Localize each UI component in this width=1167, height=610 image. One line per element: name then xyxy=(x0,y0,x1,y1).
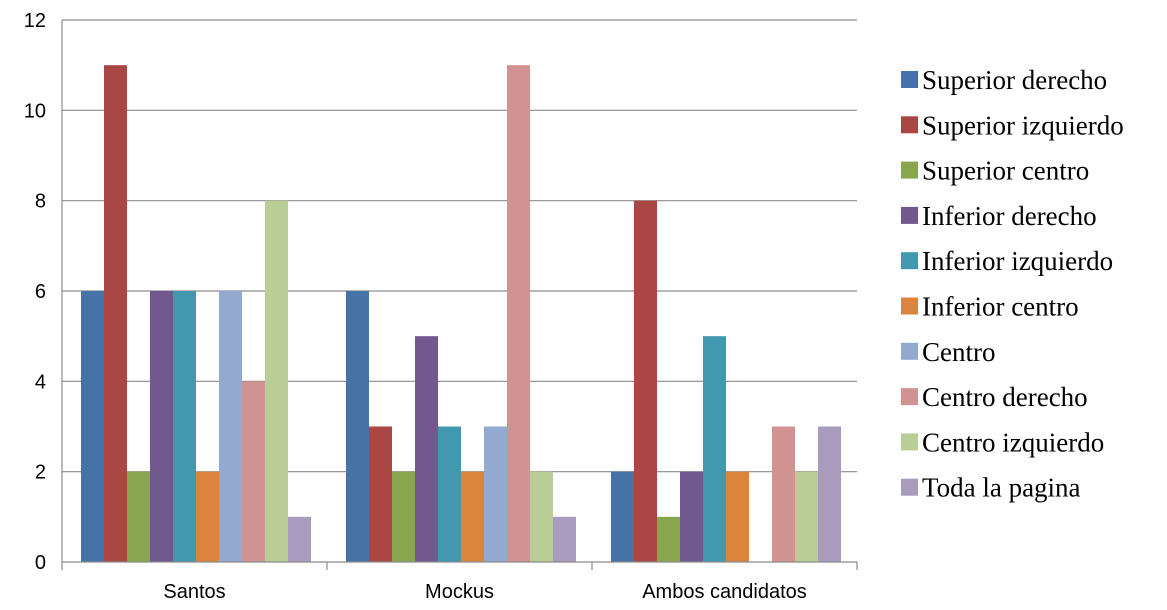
legend-swatch xyxy=(901,206,918,224)
bar xyxy=(150,291,173,562)
legend: Superior derecho Superior izquierdo Superi… xyxy=(901,65,1124,503)
legend-label: Inferior izquierdo xyxy=(922,246,1113,276)
bar xyxy=(265,200,288,562)
x-category-label: Ambos candidatos xyxy=(642,581,807,603)
legend-swatch xyxy=(901,342,918,360)
bar xyxy=(634,200,657,562)
y-tick-label: 12 xyxy=(24,10,46,32)
bar xyxy=(346,291,369,562)
bar xyxy=(104,65,127,563)
bar xyxy=(553,516,576,562)
bar xyxy=(288,516,311,562)
legend-label: Inferior centro xyxy=(922,292,1079,322)
bar xyxy=(392,471,415,562)
legend-label: Centro derecho xyxy=(922,382,1088,412)
legend-label: Centro izquierdo xyxy=(922,427,1104,457)
legend-swatch xyxy=(901,161,918,179)
x-category-label: Santos xyxy=(163,581,225,603)
bars xyxy=(81,65,841,563)
bar xyxy=(81,291,104,562)
legend-swatch xyxy=(901,71,918,88)
legend-label: Superior centro xyxy=(922,156,1089,186)
x-category-label: Mockus xyxy=(425,581,494,603)
legend-label: Superior derecho xyxy=(922,65,1107,95)
legend-swatch xyxy=(901,297,918,315)
bar xyxy=(173,291,196,562)
bar xyxy=(196,471,219,562)
bar xyxy=(795,471,818,562)
axes xyxy=(61,20,858,570)
bar xyxy=(611,471,634,562)
legend-label: Centro xyxy=(922,337,996,367)
bar xyxy=(219,291,242,562)
bar xyxy=(657,516,680,562)
y-axis-ticks: 0 2 4 6 8 10 12 xyxy=(24,10,46,574)
bar xyxy=(461,471,484,562)
y-tick-label: 10 xyxy=(24,100,46,122)
legend-label: Inferior derecho xyxy=(922,201,1097,231)
y-tick-label: 6 xyxy=(35,281,46,303)
bar xyxy=(530,471,553,562)
legend-swatch xyxy=(901,433,918,451)
y-tick-label: 8 xyxy=(35,191,46,213)
bar xyxy=(415,336,438,562)
y-tick-label: 0 xyxy=(35,552,46,574)
legend-swatch xyxy=(901,478,918,496)
legend-swatch xyxy=(901,116,918,134)
x-axis-categories: Santos Mockus Ambos candidatos xyxy=(163,581,806,603)
legend-label: Superior izquierdo xyxy=(922,110,1124,140)
bar xyxy=(772,426,795,562)
bar xyxy=(438,426,461,562)
bar xyxy=(242,381,265,562)
y-tick-label: 2 xyxy=(35,462,46,484)
bar xyxy=(726,471,749,562)
legend-swatch xyxy=(901,388,918,406)
bar xyxy=(507,65,530,563)
bar xyxy=(127,471,150,562)
legend-label: Toda la pagina xyxy=(922,473,1081,503)
bar xyxy=(680,471,703,562)
bar xyxy=(484,426,507,562)
legend-swatch xyxy=(901,252,918,270)
y-tick-label: 4 xyxy=(35,371,46,393)
bar xyxy=(703,336,726,562)
bar xyxy=(818,426,841,562)
bar xyxy=(369,426,392,562)
